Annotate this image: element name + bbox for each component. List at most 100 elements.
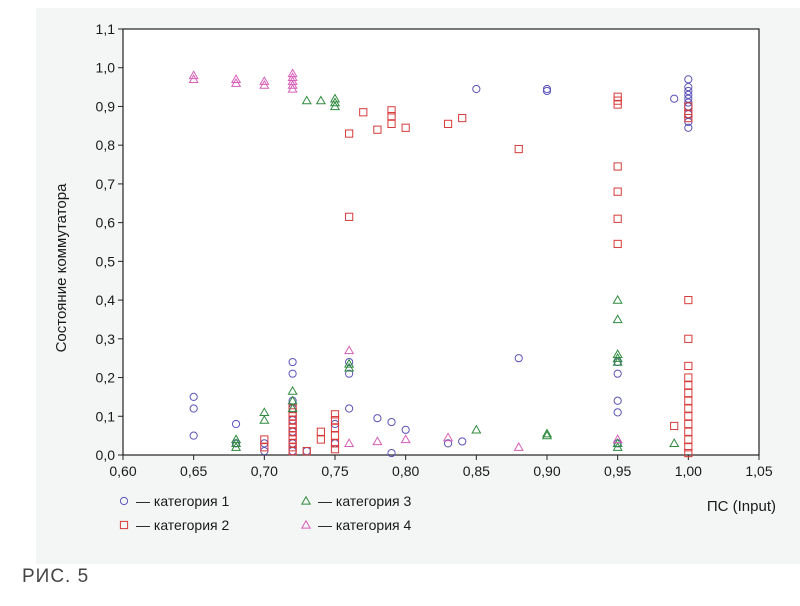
data-point <box>316 427 325 436</box>
data-point <box>514 144 523 154</box>
series-4 <box>188 68 623 451</box>
data-point <box>458 113 467 123</box>
y-tick-label: 0,7 <box>96 176 116 192</box>
data-point <box>684 435 693 444</box>
data-point <box>231 74 242 83</box>
data-point <box>387 106 396 115</box>
data-point <box>684 427 693 436</box>
data-point <box>612 356 623 366</box>
data-point <box>372 436 383 446</box>
y-tick-label: 0,6 <box>96 215 116 231</box>
data-point <box>329 97 341 107</box>
data-point <box>613 162 622 171</box>
scatter-chart: 0,60 0,65 0,70 0,75 0,80 0,85 0,90 0,95 1,00 1,05… <box>53 21 776 533</box>
data-point <box>684 443 693 452</box>
figure-caption: РИС. 5 <box>22 566 90 587</box>
data-point <box>684 86 693 96</box>
data-point <box>613 239 622 249</box>
data-point <box>471 424 482 434</box>
data-point <box>443 119 453 128</box>
y-tick-label: 0,1 <box>96 408 116 424</box>
legend-label: — категория 1 <box>136 493 230 509</box>
data-point <box>359 108 368 117</box>
legend-marker <box>119 520 129 530</box>
data-point <box>513 442 524 451</box>
data-point <box>330 423 340 432</box>
x-tick-label: 0,70 <box>251 463 278 479</box>
x-tick-label: 0,65 <box>180 463 207 479</box>
data-point <box>514 354 523 363</box>
data-point <box>288 447 297 456</box>
y-tick-label: 1,0 <box>96 60 116 76</box>
data-point <box>443 432 454 442</box>
data-point <box>472 84 481 94</box>
data-point <box>330 445 340 454</box>
data-point <box>669 438 680 448</box>
x-axis-title: ПС (Input) <box>707 498 776 515</box>
data-point <box>541 430 553 440</box>
data-point <box>613 396 622 405</box>
data-point <box>612 314 623 324</box>
y-axis-title: Состояние коммутатора <box>53 183 70 352</box>
data-point <box>315 95 326 105</box>
data-point <box>287 385 298 395</box>
data-point <box>684 412 693 421</box>
x-tick-label: 0,85 <box>463 463 490 479</box>
y-tick-label: 0,9 <box>96 98 116 114</box>
data-point <box>542 86 552 96</box>
data-point <box>670 94 679 103</box>
data-point <box>302 447 311 456</box>
x-tick-label: 1,00 <box>675 463 702 479</box>
data-point <box>259 76 270 85</box>
data-point <box>612 434 623 444</box>
x-tick-label: 0,75 <box>321 463 348 479</box>
data-point <box>330 416 340 425</box>
data-point <box>287 83 298 93</box>
data-point <box>231 438 242 448</box>
data-point <box>684 94 693 103</box>
data-point <box>287 79 298 89</box>
chart-panel: 0,60 0,65 0,70 0,75 0,80 0,85 0,90 0,95 1,00 1,05… <box>36 8 800 564</box>
data-point <box>400 434 411 444</box>
data-point <box>684 90 693 99</box>
data-point <box>684 295 693 305</box>
data-point <box>684 388 693 398</box>
plot-frame <box>122 28 760 456</box>
data-point <box>288 369 297 378</box>
data-point <box>189 404 198 413</box>
data-point <box>345 404 354 413</box>
data-point <box>387 417 396 427</box>
x-tick-label: 0,80 <box>392 463 419 479</box>
data-point <box>330 431 340 440</box>
data-point <box>329 101 341 111</box>
data-point <box>387 448 396 458</box>
data-point <box>613 408 622 417</box>
data-point <box>288 357 297 367</box>
data-point <box>684 123 693 132</box>
legend-marker <box>119 496 129 506</box>
data-point <box>541 428 553 438</box>
data-point <box>684 113 693 123</box>
y-tick-label: 0,4 <box>96 292 116 308</box>
data-point <box>387 119 396 128</box>
data-point <box>260 443 269 452</box>
data-point <box>612 352 623 362</box>
y-tick-label: 0,5 <box>96 253 116 269</box>
data-point <box>613 100 622 109</box>
data-point <box>443 439 453 448</box>
y-tick-label: 0,0 <box>96 447 116 463</box>
data-point <box>301 95 312 105</box>
legend-label: — категория 4 <box>318 517 412 533</box>
data-point <box>344 358 355 368</box>
data-point <box>401 425 410 434</box>
data-point <box>684 334 693 343</box>
y-tick-label: 0,8 <box>96 137 116 153</box>
legend-label: — категория 2 <box>136 517 230 533</box>
data-point <box>373 414 382 423</box>
data-point <box>670 421 679 431</box>
data-point <box>612 442 623 451</box>
data-point <box>613 187 622 196</box>
data-point <box>613 369 622 378</box>
legend-marker <box>300 519 312 529</box>
data-point <box>344 362 355 372</box>
